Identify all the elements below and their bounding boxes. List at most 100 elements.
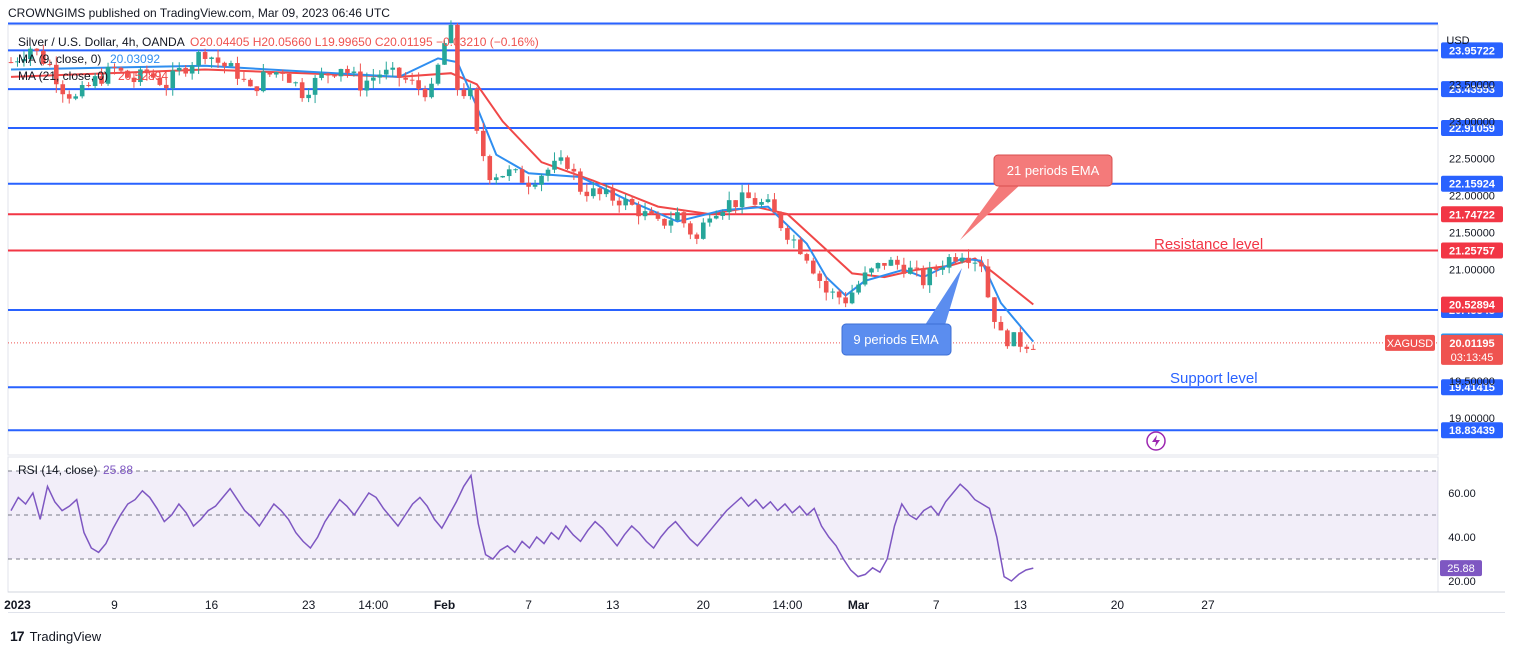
lightning-icon xyxy=(1146,431,1166,451)
candle-body xyxy=(358,71,363,91)
bottom-divider xyxy=(8,612,1505,613)
x-tick-label: 20 xyxy=(1111,598,1125,612)
candle-body xyxy=(713,215,719,219)
candle-body xyxy=(312,77,318,95)
x-tick-label: 2023 xyxy=(4,598,31,612)
candle-body xyxy=(933,267,939,270)
candle-body xyxy=(888,259,894,266)
candle-body xyxy=(493,177,499,181)
candle-body xyxy=(759,202,764,205)
candle-body xyxy=(972,262,978,264)
price-level-tag: 22.15924 xyxy=(1441,175,1503,192)
symbol-title: Silver / U.S. Dollar, 4h, OANDA xyxy=(18,35,185,49)
candle-body xyxy=(992,297,997,322)
candle-body xyxy=(862,272,868,285)
candle-body xyxy=(209,57,214,59)
x-tick-label: Mar xyxy=(848,598,870,612)
candle-body xyxy=(319,73,324,78)
candle-body xyxy=(138,69,143,83)
candle-body xyxy=(383,69,389,75)
last-price-tag: 20.01195 03:13:45 xyxy=(1441,334,1503,365)
candle-body xyxy=(545,169,551,176)
last-price-bg xyxy=(1441,334,1503,365)
price-level-tag: 22.91059 xyxy=(1441,120,1503,137)
ema9-callout: 9 periods EMA xyxy=(841,268,962,356)
candle-body xyxy=(940,267,945,270)
candle-body xyxy=(144,69,150,74)
x-tick-label: 20 xyxy=(697,598,711,612)
candle-body xyxy=(772,199,777,213)
candle-body xyxy=(118,67,124,71)
price-tag-label: 21.25757 xyxy=(1449,246,1495,258)
price-tag-bg xyxy=(1441,206,1503,223)
candle-body xyxy=(481,130,486,157)
candle-body xyxy=(157,77,163,85)
x-tick-label: Feb xyxy=(434,598,455,612)
candle-body xyxy=(21,59,27,62)
rsi-title: RSI (14, close) xyxy=(18,463,97,477)
candle-body xyxy=(435,64,441,84)
countdown-label: 03:13:45 xyxy=(1451,352,1494,364)
candle-body xyxy=(338,68,344,77)
ema9-callout-text: 9 periods EMA xyxy=(853,332,939,347)
candle-body xyxy=(655,214,661,219)
candle-body xyxy=(552,160,557,170)
candle-body xyxy=(1011,332,1017,347)
ema21-callout-pointer xyxy=(960,185,1020,240)
candle-body xyxy=(830,291,835,293)
candle-body xyxy=(765,199,771,203)
candle-body xyxy=(681,212,687,224)
candle-body xyxy=(396,67,402,78)
tradingview-footer[interactable]: 17 TradingView xyxy=(10,628,101,644)
candle-body xyxy=(442,43,447,65)
ma21-label: MA (21, close, 0) xyxy=(18,69,108,83)
candle-body xyxy=(519,169,525,183)
candle-body xyxy=(526,182,531,187)
price-tag-bg xyxy=(1441,42,1503,59)
candle-body xyxy=(558,157,564,161)
price-tag-label: 21.74722 xyxy=(1449,209,1495,221)
candle-body xyxy=(461,89,467,97)
indicator-value-tag: 20.52894 xyxy=(1441,296,1503,313)
candle-body xyxy=(810,260,816,274)
candle-body xyxy=(241,78,247,80)
candle-body xyxy=(849,292,855,304)
candle-body xyxy=(642,211,648,217)
candle-body xyxy=(28,48,33,60)
price-level-tag: 18.83439 xyxy=(1441,422,1503,439)
candle-body xyxy=(196,52,201,66)
candle-body xyxy=(733,200,738,208)
lightning-icon-bolt xyxy=(1152,435,1160,447)
candle-body xyxy=(99,76,104,84)
candle-body xyxy=(914,267,920,269)
candle-body xyxy=(636,204,641,217)
candle-body xyxy=(41,50,46,64)
candle-body xyxy=(176,67,182,71)
symbol-tag-label: XAGUSD xyxy=(1387,338,1434,350)
price-tag-label: 22.15924 xyxy=(1449,179,1496,191)
price-tag-label: 19.41415 xyxy=(1449,382,1495,394)
candle-body xyxy=(623,198,628,206)
candle-body xyxy=(261,71,266,92)
candle-body xyxy=(1005,330,1010,347)
ema21-callout-box xyxy=(993,154,1113,187)
price-level-tag: 21.25757 xyxy=(1441,242,1503,259)
candle-body xyxy=(882,262,887,266)
rsi-line xyxy=(10,473,1034,582)
candle-body xyxy=(131,77,137,83)
x-tick-label: 14:00 xyxy=(358,598,388,612)
symbol-tag-bg xyxy=(1385,334,1435,351)
y-tick-label: 19.00000 xyxy=(1449,413,1495,425)
candle-body xyxy=(416,80,421,89)
candle-body xyxy=(817,273,823,281)
rsi-y-tick: 60.00 xyxy=(1448,488,1476,500)
ma21-value: 20.52894 xyxy=(118,69,168,83)
price-tag-label: 18.83439 xyxy=(1449,425,1495,437)
candle-body xyxy=(920,268,926,286)
support-label: Support level xyxy=(1170,370,1258,387)
rsi-value-tag-bg xyxy=(1440,560,1482,577)
candle-body xyxy=(73,96,78,99)
ma9-label: MA (9, close, 0) xyxy=(18,52,101,66)
price-tag-bg xyxy=(1441,379,1503,396)
